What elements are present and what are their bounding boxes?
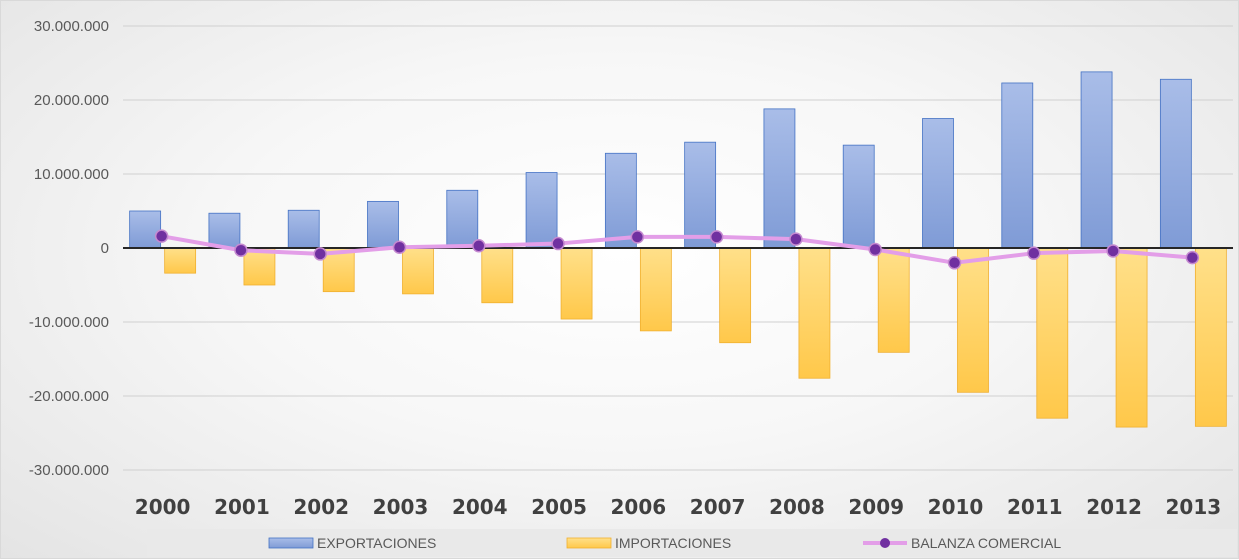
balance-point [472, 239, 486, 253]
balance-point [392, 240, 407, 255]
balance-point [709, 230, 724, 244]
balance-point [1185, 250, 1200, 265]
bar-importaciones [1194, 247, 1227, 427]
bar-importaciones [560, 247, 593, 320]
legend-label-exportaciones: EXPORTACIONES [317, 535, 436, 551]
balance-point [630, 230, 645, 244]
balance-point [1106, 244, 1120, 258]
x-tick-label: 2000 [135, 495, 191, 519]
bars [129, 71, 1227, 428]
y-axis-ticks: 30.000.000 20.000.000 10.000.000 0 -10.000.0… [29, 18, 109, 479]
balance-point [868, 242, 882, 257]
y-tick-label: 20.000.000 [34, 92, 109, 109]
legend-swatch-importaciones [566, 537, 612, 549]
bar-exportaciones [525, 172, 558, 249]
legend-swatch-balanza-marker [880, 538, 890, 548]
legend-swatch-exportaciones [268, 537, 314, 549]
bar-importaciones [164, 247, 197, 274]
y-tick-label: -30.000.000 [29, 462, 109, 479]
y-tick-label: 0 [101, 240, 109, 257]
x-tick-label: 2008 [769, 495, 825, 519]
y-tick-label: 30.000.000 [34, 18, 109, 35]
x-tick-label: 2009 [848, 495, 904, 519]
bar-importaciones [1115, 247, 1148, 428]
x-tick-label: 2010 [928, 495, 984, 519]
legend-label-balanza: BALANZA COMERCIAL [911, 535, 1061, 551]
bar-exportaciones [129, 210, 162, 249]
bar-importaciones [798, 247, 831, 379]
x-tick-label: 2013 [1166, 495, 1222, 519]
balance-polyline [161, 234, 1193, 265]
bar-importaciones [402, 247, 434, 295]
y-tick-label: 10.000.000 [34, 166, 109, 183]
bar-importaciones [877, 247, 910, 353]
legend-background [147, 529, 1237, 557]
x-tick-label: 2006 [611, 495, 667, 519]
balance-point [313, 247, 327, 261]
bar-exportaciones [287, 209, 320, 249]
bar-exportaciones [922, 118, 954, 249]
balance-line [154, 229, 1200, 270]
gridlines [123, 25, 1233, 471]
bar-exportaciones [1080, 71, 1113, 249]
x-tick-label: 2005 [531, 495, 587, 519]
balance-point [234, 243, 248, 257]
x-tick-label: 2012 [1086, 495, 1142, 519]
bar-exportaciones [208, 212, 241, 249]
bar-exportaciones [842, 144, 875, 249]
bar-exportaciones [684, 141, 717, 249]
x-tick-label: 2007 [690, 495, 746, 519]
x-tick-label: 2001 [214, 495, 270, 519]
balance-point [1027, 246, 1041, 260]
y-tick-label: -10.000.000 [29, 314, 109, 331]
bar-exportaciones [446, 189, 479, 249]
x-tick-label: 2002 [293, 495, 349, 519]
bar-exportaciones [1159, 78, 1192, 249]
bar-exportaciones [1001, 82, 1034, 249]
bar-importaciones [957, 247, 989, 393]
bar-importaciones [322, 247, 355, 293]
bar-importaciones [639, 247, 672, 332]
legend: EXPORTACIONES IMPORTACIONES BALANZA COMERC… [268, 535, 1061, 551]
y-tick-label: -20.000.000 [29, 388, 109, 405]
balance-point [947, 256, 962, 270]
bar-exportaciones [367, 200, 399, 249]
x-axis-ticks: 2000 2001 2002 2003 2004 2005 2006 2007 2008 2009… [135, 495, 1221, 519]
x-tick-label: 2011 [1007, 495, 1063, 519]
balance-point [551, 236, 565, 251]
x-tick-label: 2004 [452, 495, 508, 519]
balance-point [789, 232, 803, 246]
bar-exportaciones [763, 108, 796, 249]
bar-importaciones [719, 247, 752, 344]
balance-point [154, 229, 169, 243]
legend-label-importaciones: IMPORTACIONES [615, 535, 731, 551]
x-tick-label: 2003 [373, 495, 429, 519]
bar-importaciones [481, 247, 514, 304]
bar-importaciones [1036, 247, 1069, 419]
